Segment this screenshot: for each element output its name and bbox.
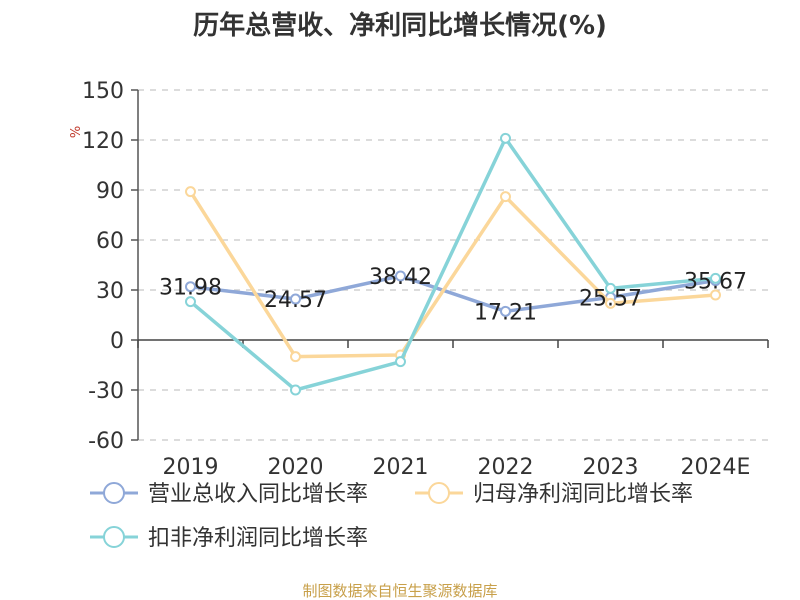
y-tick-label: 150: [82, 79, 124, 104]
y-tick-label: 30: [96, 279, 124, 304]
y-tick-label: -30: [88, 379, 124, 404]
x-tick-label: 2022: [478, 455, 534, 480]
x-tick-label: 2023: [583, 455, 639, 480]
legend-marker: [428, 482, 450, 504]
data-label: 17.21: [474, 300, 537, 325]
source-note: 制图数据来自恒生聚源数据库: [302, 582, 497, 600]
legend-item-0[interactable]: 营业总收入同比增长率: [90, 482, 368, 507]
grid-lines: [138, 89, 768, 441]
chart-title: 历年总营收、净利同比增长情况(%): [193, 10, 607, 41]
data-point[interactable]: [290, 384, 301, 396]
data-label: 25.57: [579, 286, 642, 311]
data-labels: 31.98 24.57 38.42 17.21 25.57 35.67: [159, 265, 747, 325]
y-axis-unit: %: [69, 126, 84, 138]
data-point[interactable]: [395, 356, 406, 368]
legend-item-1[interactable]: 归母净利润同比增长率: [415, 482, 693, 507]
data-label: 31.98: [159, 276, 222, 301]
legend-marker: [103, 482, 125, 504]
data-point[interactable]: [185, 186, 196, 198]
axes: 150 120 90 60 30 0 -30 -60 2019 2020 2021 2022 2023 2…: [82, 79, 769, 480]
data-point[interactable]: [290, 351, 301, 363]
legend-label: 归母净利润同比增长率: [473, 482, 693, 507]
data-point[interactable]: [605, 282, 616, 294]
y-tick-label: -60: [88, 429, 124, 454]
data-point[interactable]: [710, 272, 721, 284]
data-point[interactable]: [500, 191, 511, 203]
data-label: 38.42: [369, 265, 432, 290]
data-point[interactable]: [710, 289, 721, 301]
x-tick-label: 2024E: [681, 455, 751, 480]
data-point[interactable]: [185, 296, 196, 308]
y-tick-label: 60: [96, 229, 124, 254]
y-tick-label: 120: [82, 129, 124, 154]
data-point[interactable]: [500, 132, 511, 144]
legend-item-2[interactable]: 扣非净利润同比增长率: [90, 526, 368, 551]
data-point[interactable]: [290, 293, 301, 305]
data-label: 35.67: [684, 270, 747, 295]
legend-label: 扣非净利润同比增长率: [148, 526, 368, 551]
series-line-0: [190, 274, 716, 314]
series-line-2: [189, 136, 716, 392]
data-label: 24.57: [264, 288, 327, 313]
data-point[interactable]: [395, 270, 406, 282]
x-tick-label: 2019: [163, 455, 219, 480]
data-point[interactable]: [185, 281, 196, 293]
x-tick-label: 2020: [268, 455, 324, 480]
x-tick-label: 2021: [373, 455, 429, 480]
y-tick-label: 0: [110, 329, 124, 354]
series-lines: [185, 132, 721, 396]
legend-label: 营业总收入同比增长率: [148, 482, 368, 507]
data-point[interactable]: [605, 297, 616, 309]
data-point[interactable]: [500, 305, 511, 317]
y-tick-label: 90: [96, 179, 124, 204]
legend-marker: [103, 526, 125, 548]
series-line-1: [189, 190, 716, 359]
